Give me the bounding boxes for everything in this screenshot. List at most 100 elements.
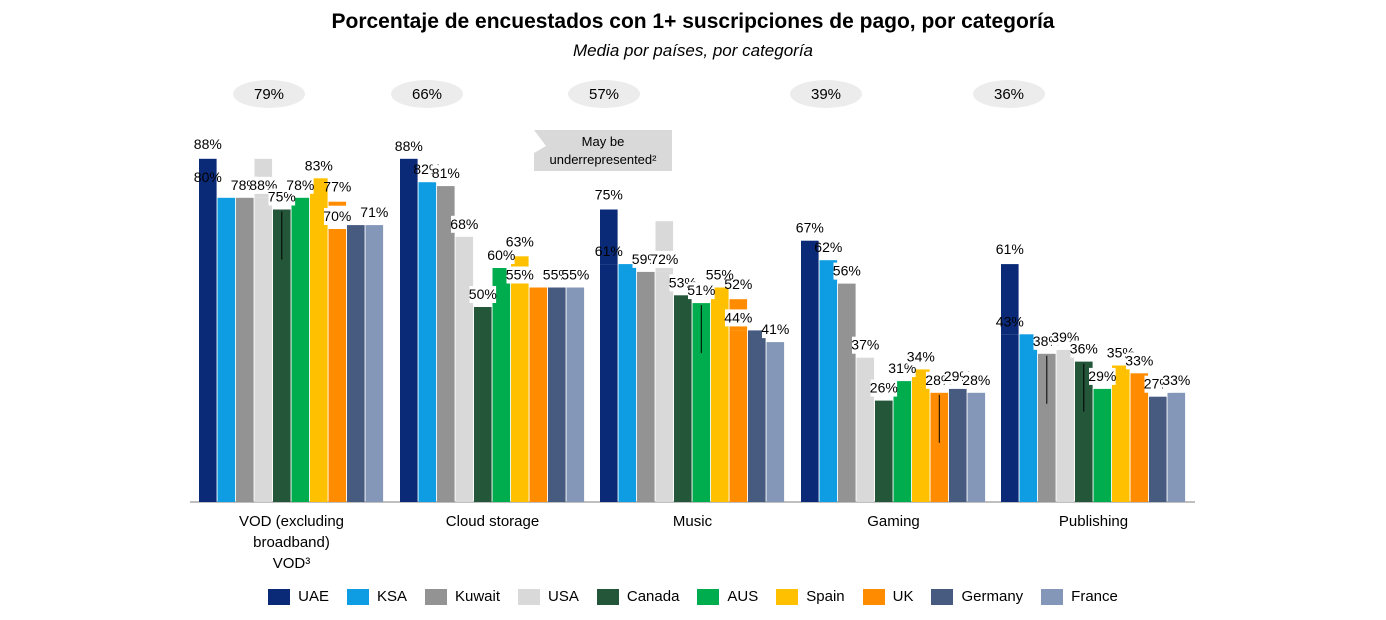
legend-item-aus: AUS xyxy=(697,588,758,605)
label-bg xyxy=(706,266,734,284)
bar-label: 60% xyxy=(487,247,515,263)
bar xyxy=(875,400,893,502)
bar xyxy=(1001,334,1019,502)
bar-label: 33% xyxy=(1162,372,1190,388)
bar-label: 28% xyxy=(962,372,990,388)
category-label: Publishing xyxy=(1059,513,1128,530)
bar xyxy=(492,268,511,502)
bar-label: 26% xyxy=(870,380,898,396)
bar xyxy=(618,264,637,502)
bar xyxy=(566,287,585,502)
bar xyxy=(310,178,328,503)
legend-item-germany: Germany xyxy=(931,588,1023,605)
bar xyxy=(893,381,912,502)
secondary-bar-label: 75% xyxy=(595,187,623,203)
label-bg xyxy=(451,215,478,233)
secondary-bar-label: 61% xyxy=(996,241,1024,257)
legend-label: Germany xyxy=(961,588,1024,605)
label-bg xyxy=(907,348,935,366)
bar-label: 70% xyxy=(323,208,351,224)
label-bg xyxy=(1070,340,1098,358)
legend-item-uae: UAE xyxy=(268,588,329,605)
legend-label: KSA xyxy=(376,588,407,605)
bar xyxy=(856,357,875,502)
label-bg xyxy=(870,379,898,397)
bar xyxy=(217,197,236,503)
bar xyxy=(838,283,856,502)
secondary-bar-label: 88% xyxy=(194,136,222,152)
bar xyxy=(199,190,217,502)
legend-item-ksa: KSA xyxy=(346,588,407,605)
bar xyxy=(328,229,347,502)
bar-label: 71% xyxy=(360,204,388,220)
label-bg xyxy=(1163,371,1190,389)
average-bubble xyxy=(790,80,862,108)
label-bg xyxy=(762,321,789,339)
average-bubble xyxy=(568,80,640,108)
bar-label: 36% xyxy=(1070,341,1098,357)
legend-swatch xyxy=(346,588,369,605)
bar-label: 83% xyxy=(305,157,333,173)
bar xyxy=(365,225,384,502)
chart-title: Porcentaje de encuestados con 1+ suscrip… xyxy=(331,10,1055,33)
label-bg xyxy=(1089,367,1116,385)
category-label: VOD (excluding xyxy=(239,513,344,530)
average-label: 57% xyxy=(589,86,619,103)
bar xyxy=(1038,353,1056,502)
bar xyxy=(674,295,692,502)
label-bg xyxy=(725,309,752,327)
label-bg xyxy=(1126,352,1153,370)
legend-label: USA xyxy=(548,588,579,605)
bar-label: 41% xyxy=(761,321,789,337)
bar xyxy=(967,392,986,502)
annotation-text: May be xyxy=(582,134,625,149)
label-bg xyxy=(324,208,351,225)
chart-subtitle: Media por países, por categoría xyxy=(572,41,814,60)
bar-label: 51% xyxy=(687,282,715,298)
annotation-text: underrepresented² xyxy=(550,152,658,167)
bar xyxy=(949,388,967,502)
secondary-bar xyxy=(600,209,618,265)
bar-label: 61% xyxy=(595,243,623,259)
bar xyxy=(1130,373,1149,502)
bar-label: 44% xyxy=(724,309,752,325)
average-bubble xyxy=(233,80,305,108)
legend-item-france: France xyxy=(1041,588,1118,605)
label-bg xyxy=(305,157,333,175)
secondary-bar-label: 63% xyxy=(506,233,534,249)
bar xyxy=(347,225,365,502)
legend-label: Canada xyxy=(626,588,680,605)
bar xyxy=(291,197,310,503)
label-bg xyxy=(688,282,715,300)
annotation-callout xyxy=(534,130,672,171)
bar-label: 55% xyxy=(561,267,589,283)
bar-chart: 79% 66% 57% 39% 36% May be underrepresented² 80… xyxy=(190,80,1195,572)
bar xyxy=(1075,361,1093,502)
average-bubble xyxy=(973,80,1045,108)
bar xyxy=(655,271,674,502)
bar-label: 50% xyxy=(469,286,497,302)
label-bg xyxy=(963,371,990,389)
bar-label: 34% xyxy=(907,348,935,364)
legend-label: UK xyxy=(892,588,914,605)
bar xyxy=(912,369,930,502)
label-bg xyxy=(361,204,388,222)
category-label: broadband) xyxy=(253,534,330,551)
bar xyxy=(692,303,711,502)
bar-label: 33% xyxy=(1125,352,1153,368)
legend-swatch xyxy=(596,588,619,605)
secondary-bar-label: 77% xyxy=(323,179,351,195)
legend-swatch xyxy=(697,588,720,605)
bar xyxy=(455,236,474,503)
bar xyxy=(511,287,529,502)
bar xyxy=(548,287,566,502)
bar xyxy=(930,392,949,502)
bar xyxy=(1056,349,1075,502)
bar xyxy=(1019,334,1038,502)
legend-item-usa: USA xyxy=(518,588,579,605)
label-bg xyxy=(833,262,861,280)
bar-label: 56% xyxy=(833,263,861,279)
label-bg xyxy=(432,165,460,183)
average-label: 39% xyxy=(811,86,841,103)
bar-label: 43% xyxy=(996,313,1024,329)
